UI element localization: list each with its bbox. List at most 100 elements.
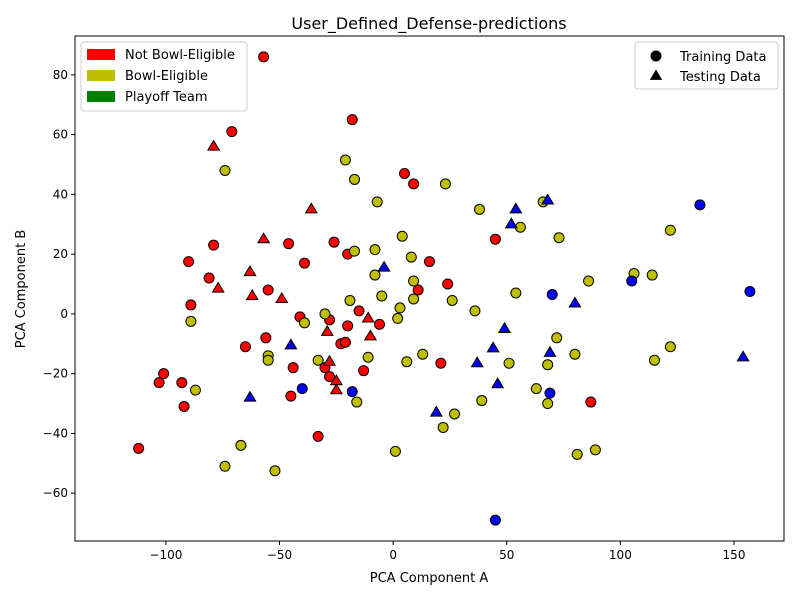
data-point-circle [405,251,417,263]
x-tick-label: 150 [723,548,746,562]
data-point-circle [258,51,270,63]
data-point-circle [349,173,361,185]
chart-title: User_Defined_Defense-predictions [291,14,566,34]
class-legend: Not Bowl-Eligible Bowl-Eligible Playoff Te… [80,41,248,112]
data-point-circle [346,114,358,126]
data-point-circle [299,257,311,269]
data-point-circle [408,178,420,190]
data-point-circle [283,238,295,250]
data-point-circle [358,365,370,377]
data-point-circle [437,421,449,433]
legend-swatch [87,91,115,102]
data-point-circle [208,239,220,251]
data-point-circle [569,348,581,360]
data-point-circle [744,285,756,297]
data-point-circle [369,269,381,281]
data-point-circle [344,294,356,306]
data-point-circle [376,290,388,302]
legend-label: Testing Data [679,70,761,85]
x-axis-ticks: −100 −50 0 50 100 150 [149,541,745,562]
data-point-circle [551,332,563,344]
data-point-circle [349,245,361,257]
data-point-circle [408,293,420,305]
legend-label: Playoff Team [125,90,208,105]
data-point-triangle [257,232,271,244]
data-point-circle [183,256,195,268]
data-point-circle [396,230,408,242]
data-point-circle [176,377,188,389]
data-point-circle [324,371,336,383]
data-point-triangle [322,354,337,366]
data-point-circle [489,514,501,526]
data-point-circle [435,357,447,369]
data-point-circle [328,236,340,248]
data-point-circle [260,332,272,344]
x-tick-label: −50 [267,548,292,562]
data-point-circle [374,318,386,330]
data-point-circle [158,368,170,380]
legend-label: Bowl-Eligible [125,69,208,84]
y-tick-label: −40 [43,426,68,440]
y-tick-label: 60 [53,128,68,142]
data-point-triangle [363,329,377,341]
data-point-circle [392,312,404,324]
data-point-circle [346,386,358,398]
data-point-triangle [486,341,500,353]
data-point-triangle [736,350,750,362]
data-point-triangle [470,356,484,368]
data-point-triangle [361,311,375,323]
data-point-circle [189,384,201,396]
data-point-circle [489,233,501,245]
data-point-triangle [429,405,443,417]
data-point-triangle [568,296,582,308]
data-point-triangle [207,139,221,151]
data-point-circle [446,294,458,306]
data-point-triangle [497,321,512,333]
data-point-circle [694,199,706,211]
x-tick-label: 0 [389,548,397,562]
data-point-circle [546,288,558,300]
data-point-circle [219,460,231,472]
data-point-circle [133,442,145,454]
data-point-circle [342,320,354,332]
data-point-circle [287,362,299,374]
data-point-circle [312,354,324,366]
data-point-circle [299,317,311,329]
class-legend-box [80,41,248,112]
data-point-circle [664,341,676,353]
data-point-circle [571,448,583,460]
data-point-circle [285,390,297,402]
legend-swatch [87,70,115,81]
data-point-circle [553,232,565,244]
data-point-circle [185,299,197,311]
data-point-circle [542,398,554,410]
data-point-circle [401,356,413,368]
data-point-circle [589,444,601,456]
data-point-circle [262,354,274,366]
data-point-circle [583,275,595,287]
data-point-triangle [304,202,318,214]
marker-legend-box [634,41,779,90]
data-point-circle [203,272,215,284]
data-point-triangle [541,193,555,205]
data-point-circle [542,359,554,371]
data-point-triangle [284,338,298,350]
data-point-circle [353,305,365,317]
legend-swatch [87,49,115,60]
legend-circle-marker [650,50,662,62]
y-tick-label: −20 [43,367,68,381]
data-point-circle [626,275,638,287]
data-point-circle [312,430,324,442]
data-point-triangle [245,288,259,301]
data-point-circle [262,284,274,296]
y-tick-label: −60 [43,486,68,500]
y-tick-label: 80 [53,68,68,82]
data-point-circle [448,408,460,420]
data-point-circle [473,203,485,215]
plot-frame [74,35,785,542]
data-point-circle [319,308,331,320]
data-point-circle [394,302,406,314]
data-point-circle [269,465,281,477]
data-point-circle [362,351,374,363]
x-axis-label: PCA Component A [370,571,489,586]
